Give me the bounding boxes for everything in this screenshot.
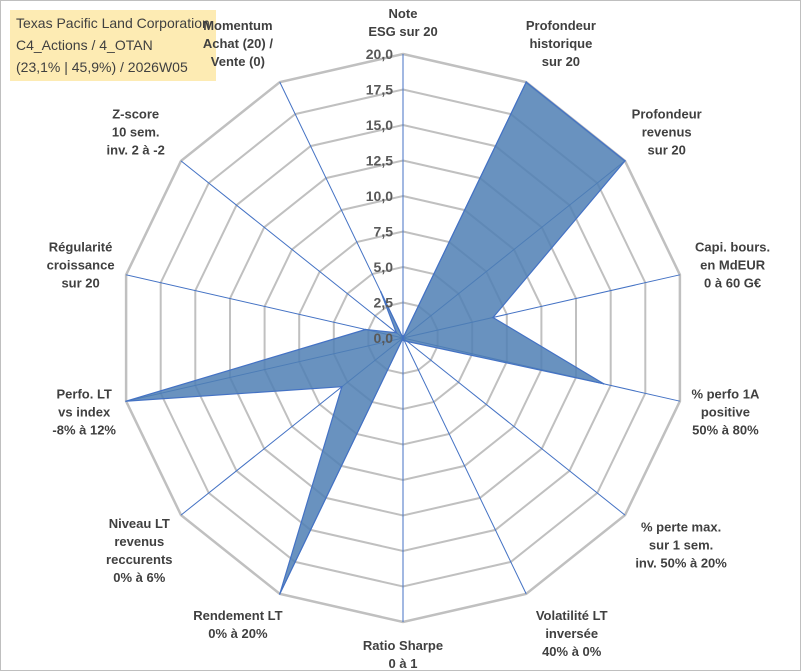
- data-point-12: [395, 331, 398, 334]
- axis-label-7: Ratio Sharpe 0 à 1: [363, 638, 443, 671]
- chart-title-line-2: C4_Actions / 4_OTAN: [16, 37, 153, 53]
- axis-label-2: Profondeur revenus sur 20: [632, 107, 702, 158]
- data-point-2: [624, 160, 626, 162]
- axis-label-11: Régularité croissance sur 20: [47, 239, 115, 290]
- axis-label-1: Profondeur historique sur 20: [526, 18, 596, 69]
- tick-label-5: 12,5: [366, 153, 393, 169]
- axis-label-8: Rendement LT 0% à 20%: [193, 608, 282, 641]
- data-point-11: [364, 328, 367, 331]
- chart-title-box: Texas Pacific Land Corporation C4_Action…: [10, 10, 216, 81]
- tick-label-8: 20,0: [366, 46, 393, 62]
- tick-label-2: 5,0: [374, 259, 394, 275]
- axis-label-0: Note ESG sur 20: [368, 6, 437, 39]
- tick-label-7: 17,5: [366, 82, 393, 98]
- axis-spoke-12: [180, 160, 404, 339]
- axis-label-5: % perte max. sur 1 sem. inv. 50% à 20%: [635, 519, 727, 570]
- axis-label-4: % perfo 1A positive 50% à 80%: [691, 387, 760, 438]
- axis-label-9: Niveau LT revenus reccurents 0% à 6%: [106, 516, 172, 585]
- tick-label-0: 0,0: [374, 330, 394, 346]
- data-point-5: [406, 340, 409, 343]
- axis-spoke-11: [125, 274, 404, 339]
- data-point-7: [402, 337, 404, 339]
- data-point-6: [403, 339, 406, 342]
- axis-label-6: Volatilité LT inversée 40% à 0%: [536, 608, 608, 659]
- chart-title-line-3: (23,1% | 45,9%) / 2026W05: [16, 59, 188, 75]
- data-point-1: [525, 81, 527, 83]
- data-point-10: [125, 400, 127, 403]
- tick-label-1: 2,5: [374, 295, 394, 311]
- axis-spoke-5: [402, 337, 626, 516]
- tick-layer: 0,0 2,5 5,0 7,5 10,0 12,5 15,0 17,5 20,0: [366, 46, 393, 346]
- data-point-9: [341, 385, 343, 388]
- data-point-8: [279, 593, 281, 595]
- tick-label-6: 15,0: [366, 117, 393, 133]
- axis-label-12: Z-score 10 sem. inv. 2 à -2: [107, 107, 165, 158]
- axis-label-13: Momentum Achat (20) / Vente (0): [203, 18, 273, 69]
- data-point-4: [602, 383, 605, 385]
- series-layer: [125, 81, 626, 595]
- tick-label-4: 10,0: [366, 188, 393, 204]
- axis-label-10: Perfo. LT vs index -8% à 12%: [52, 387, 116, 438]
- tick-label-3: 7,5: [374, 224, 394, 240]
- label-layer: Note ESG sur 20 Profondeur historique sur 20…: [47, 6, 771, 671]
- axis-spoke-6: [402, 337, 527, 595]
- data-point-13: [380, 291, 382, 293]
- chart-title-line-1: Texas Pacific Land Corporation: [16, 15, 210, 31]
- axis-label-3: Capi. bours. en MdEUR 0 à 60 G€: [695, 239, 770, 290]
- data-point-3: [492, 316, 494, 319]
